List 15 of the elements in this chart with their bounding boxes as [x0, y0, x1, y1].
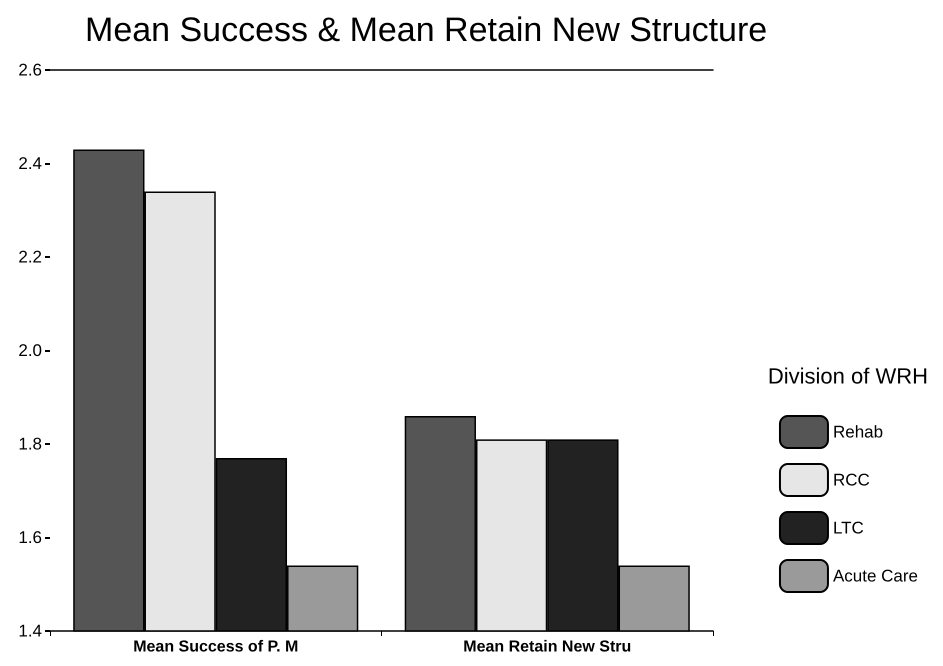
legend-label: Acute Care	[832, 566, 918, 586]
y-tick-label: 1.4	[18, 622, 42, 640]
y-tick-label: 2.2	[18, 248, 42, 266]
legend-label: Rehab	[832, 422, 884, 442]
y-tick-label: 2.0	[18, 341, 42, 360]
y-tick-label: 2.6	[18, 60, 42, 80]
legend-label: RCC	[832, 470, 870, 490]
chart-title: Mean Success & Mean Retain New Structure	[85, 11, 768, 49]
y-tick-label: 1.6	[18, 528, 42, 547]
x-tick-label: Mean Retain New Stru	[463, 638, 632, 656]
y-tick-label: 2.4	[18, 154, 42, 173]
x-tick-label: Mean Success of P. M	[133, 638, 298, 656]
legend-title: Division of WRH	[768, 364, 928, 388]
legend-label: LTC	[832, 518, 864, 538]
y-tick-label: 1.8	[18, 434, 42, 454]
